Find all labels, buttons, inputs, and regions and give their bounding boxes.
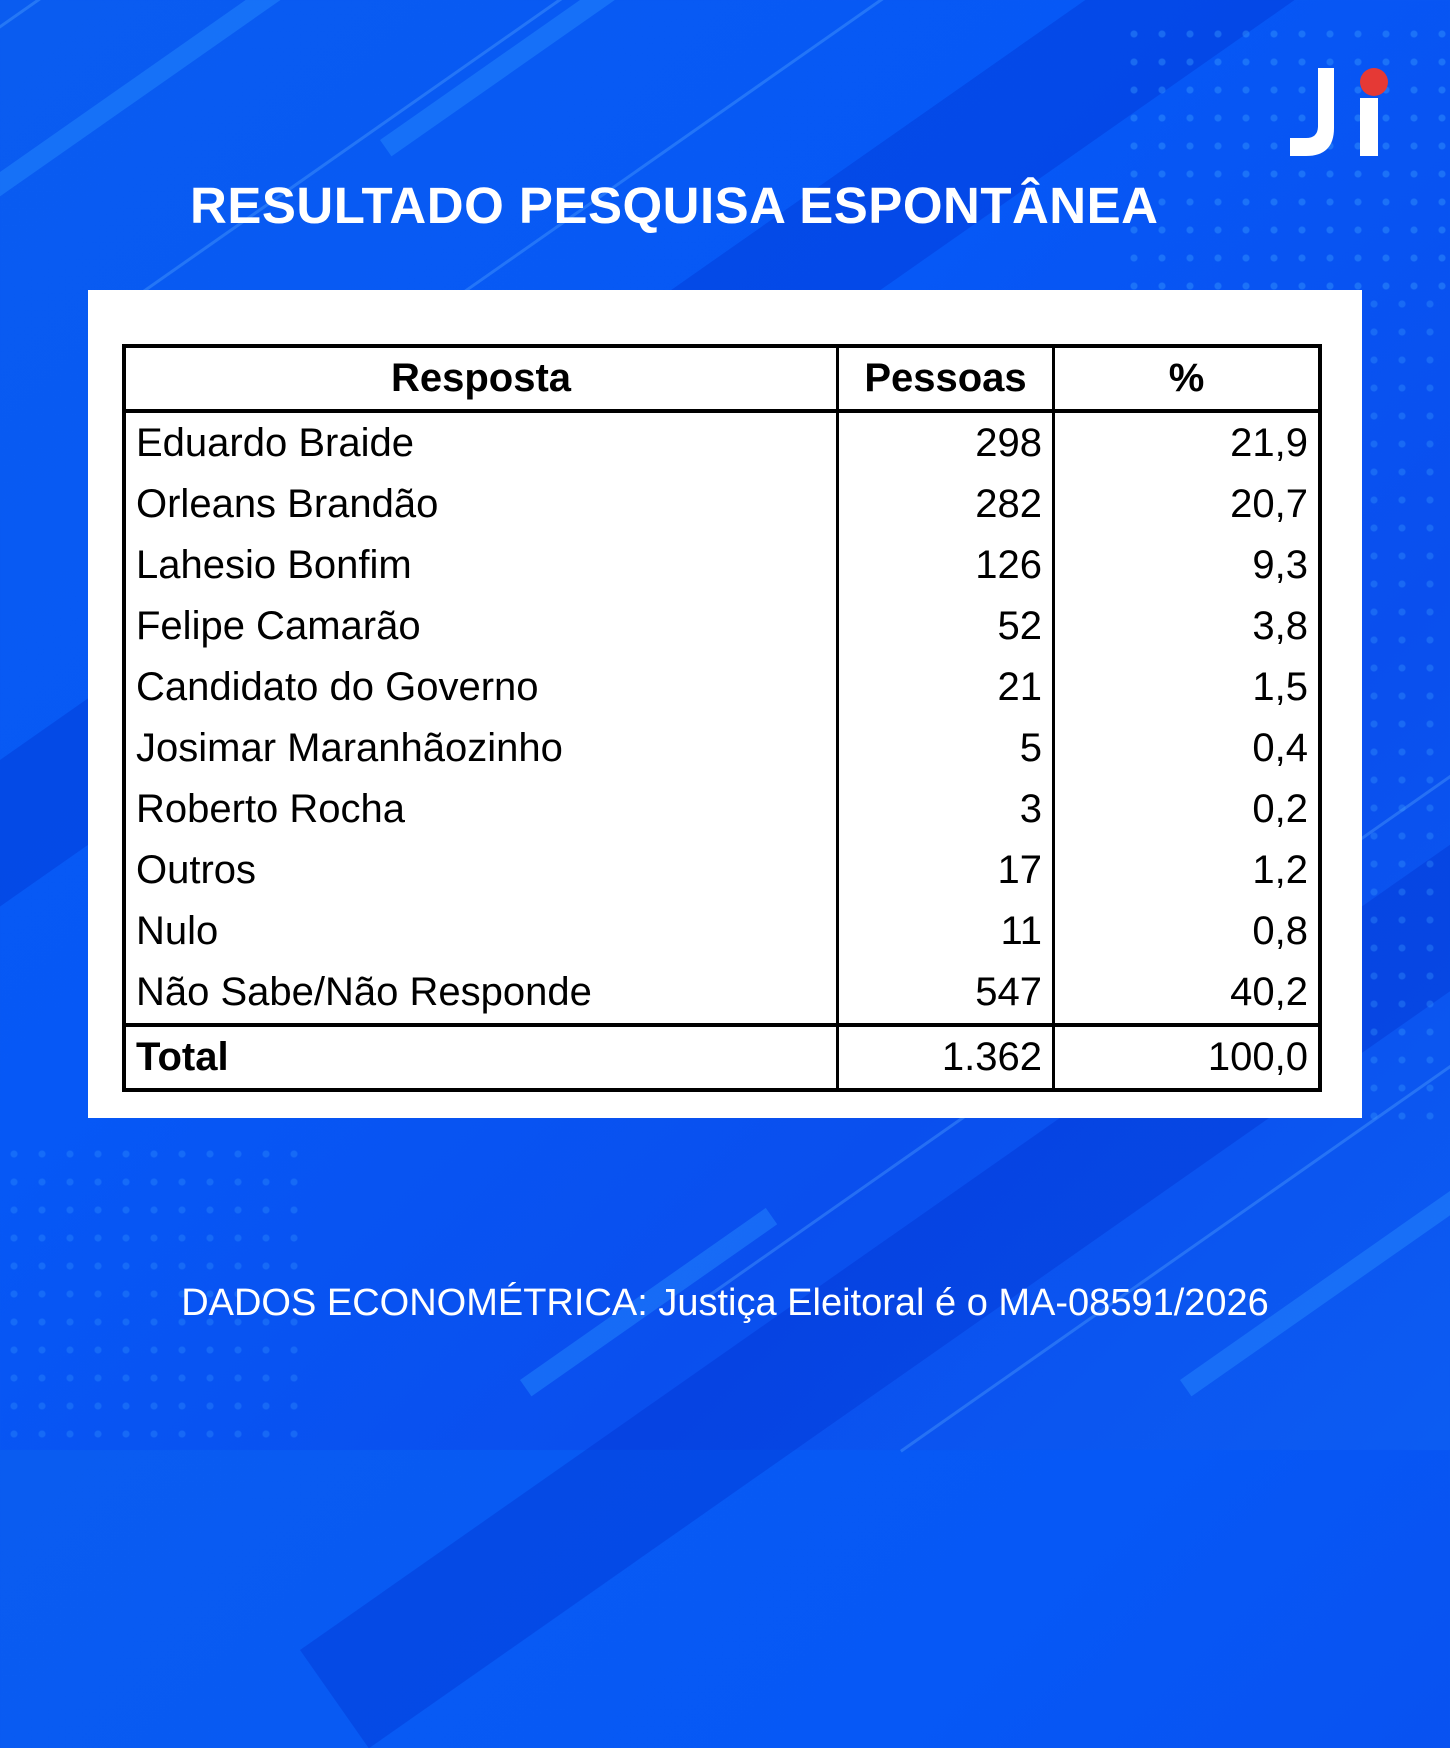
ji-logo [1288,66,1388,158]
table-header-row: Resposta Pessoas % [124,346,1320,413]
column-header-resposta: Resposta [124,346,839,413]
cell-pessoas: 5 [837,718,1055,779]
column-header-percent: % [1053,346,1320,413]
cell-percent: 0,2 [1252,787,1308,831]
cell-percent: 9,3 [1252,543,1308,587]
cell-resposta: Roberto Rocha [124,779,839,840]
cell-resposta: Orleans Brandão [124,474,839,535]
cell-resposta: Outros [124,840,839,901]
cell-pessoas: 17 [837,840,1055,901]
cell-pessoas: 21 [837,657,1055,718]
cell-percent: 0,4 [1252,726,1308,770]
column-header-pessoas: Pessoas [837,346,1055,413]
cell-pessoas: 11 [837,901,1055,962]
table-row: Josimar Maranhãozinho 5 0,4 [124,718,1320,779]
cell-percent: 1,2 [1252,848,1308,892]
cell-resposta: Felipe Camarão [124,596,839,657]
cell-resposta: Não Sabe/Não Responde [124,962,839,1025]
table-total-row: Total 1.362 100,0 [124,1023,1320,1090]
cell-percent: 3,8 [1252,604,1308,648]
table-row: Roberto Rocha 3 0,2 [124,779,1320,840]
table-row: Orleans Brandão 282 20,7 [124,474,1320,535]
background-stripe [1180,1150,1450,1397]
table-row: Lahesio Bonfim 126 9,3 [124,535,1320,596]
table-row: Não Sabe/Não Responde 547 40,2 [124,962,1320,1025]
cell-percent: 20,7 [1230,482,1308,526]
cell-pessoas: 298 [837,411,1055,474]
source-footer: DADOS ECONOMÉTRICA: Justiça Eleitoral é … [181,1282,1269,1324]
page-title: RESULTADO PESQUISA ESPONTÂNEA [190,177,1159,234]
table-row: Felipe Camarão 52 3,8 [124,596,1320,657]
ji-logo-icon [1290,68,1388,156]
cell-percent: 40,2 [1230,970,1308,1014]
table-row: Eduardo Braide 298 21,9 [124,411,1320,474]
cell-pessoas: 126 [837,535,1055,596]
table-row: Candidato do Governo 21 1,5 [124,657,1320,718]
cell-resposta: Candidato do Governo [124,657,839,718]
total-percent: 100,0 [1053,1023,1320,1090]
results-card: Resposta Pessoas % Eduardo Braide 298 21… [88,290,1362,1118]
background-stripe [380,0,965,157]
table-row: Nulo 11 0,8 [124,901,1320,962]
total-pessoas: 1.362 [837,1023,1055,1090]
background-dots [1120,20,1450,290]
background-dots [0,1140,300,1450]
cell-resposta: Josimar Maranhãozinho [124,718,839,779]
total-label: Total [124,1023,839,1090]
results-table: Resposta Pessoas % Eduardo Braide 298 21… [122,344,1322,1092]
background-dots [1360,290,1450,1120]
cell-resposta: Eduardo Braide [124,411,839,474]
cell-percent: 1,5 [1252,665,1308,709]
cell-percent: 0,8 [1252,909,1308,953]
cell-pessoas: 3 [837,779,1055,840]
cell-pessoas: 547 [837,962,1055,1025]
cell-pessoas: 52 [837,596,1055,657]
table-row: Outros 17 1,2 [124,840,1320,901]
cell-percent: 21,9 [1230,421,1308,465]
cell-pessoas: 282 [837,474,1055,535]
cell-resposta: Nulo [124,901,839,962]
cell-resposta: Lahesio Bonfim [124,535,839,596]
